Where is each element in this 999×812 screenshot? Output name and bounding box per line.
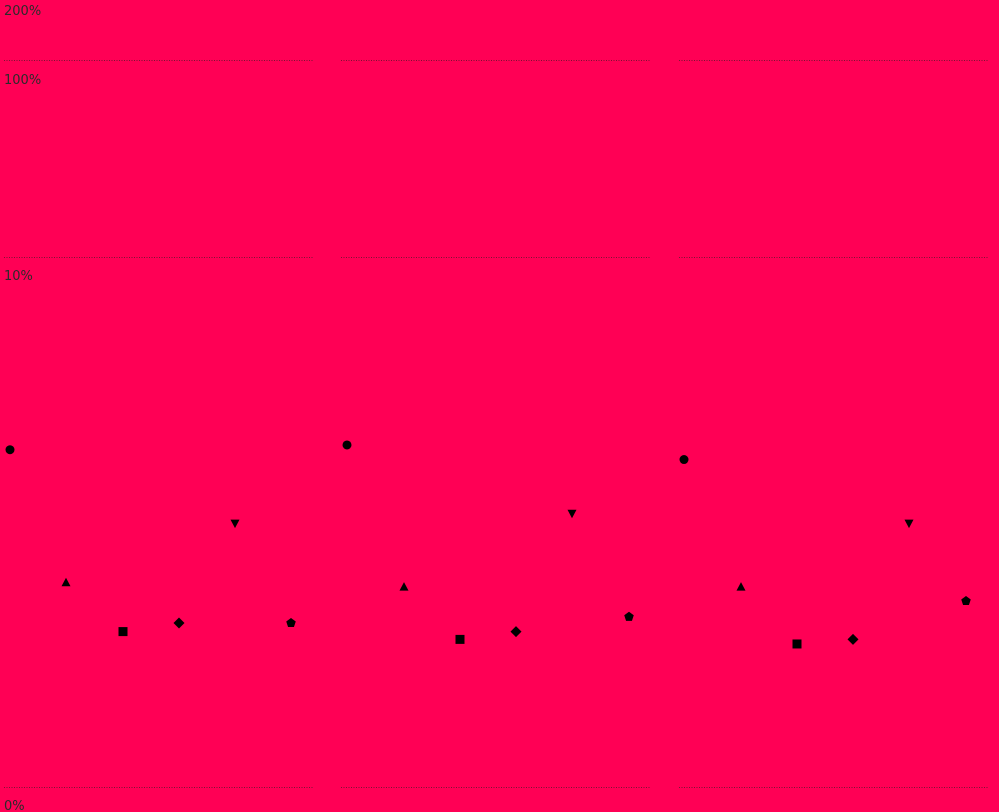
marker-triangle-up-panel-2 [399,582,409,591]
marker-circle-panel-2 [342,440,352,450]
data-markers [5,440,971,649]
marker-triangle-up-panel-3 [736,582,746,591]
marker-circle-panel-3 [679,455,689,465]
marker-triangle-down-panel-3 [904,519,914,529]
y-tick-label: 10% [4,269,33,284]
marker-square-panel-1 [118,627,128,637]
marker-circle-panel-1 [5,445,15,455]
marker-square-panel-2 [455,634,465,644]
marker-pentagon-panel-3 [961,595,971,606]
marker-diamond-panel-2 [510,626,522,638]
y-tick-label: 200% [4,4,41,19]
y-tick-label: 0% [4,799,25,812]
marker-diamond-panel-3 [847,633,859,645]
marker-triangle-up-panel-1 [61,577,71,587]
marker-diamond-panel-1 [173,617,185,629]
marker-square-panel-3 [792,639,802,649]
y-tick-labels: 200% 100% 10% 0% [4,4,41,812]
marker-pentagon-panel-1 [286,618,296,628]
marker-triangle-down-panel-1 [230,519,240,529]
marker-triangle-down-panel-2 [567,509,577,519]
marker-pentagon-panel-2 [624,611,634,621]
gridlines [4,60,989,788]
y-tick-label: 100% [4,73,41,88]
